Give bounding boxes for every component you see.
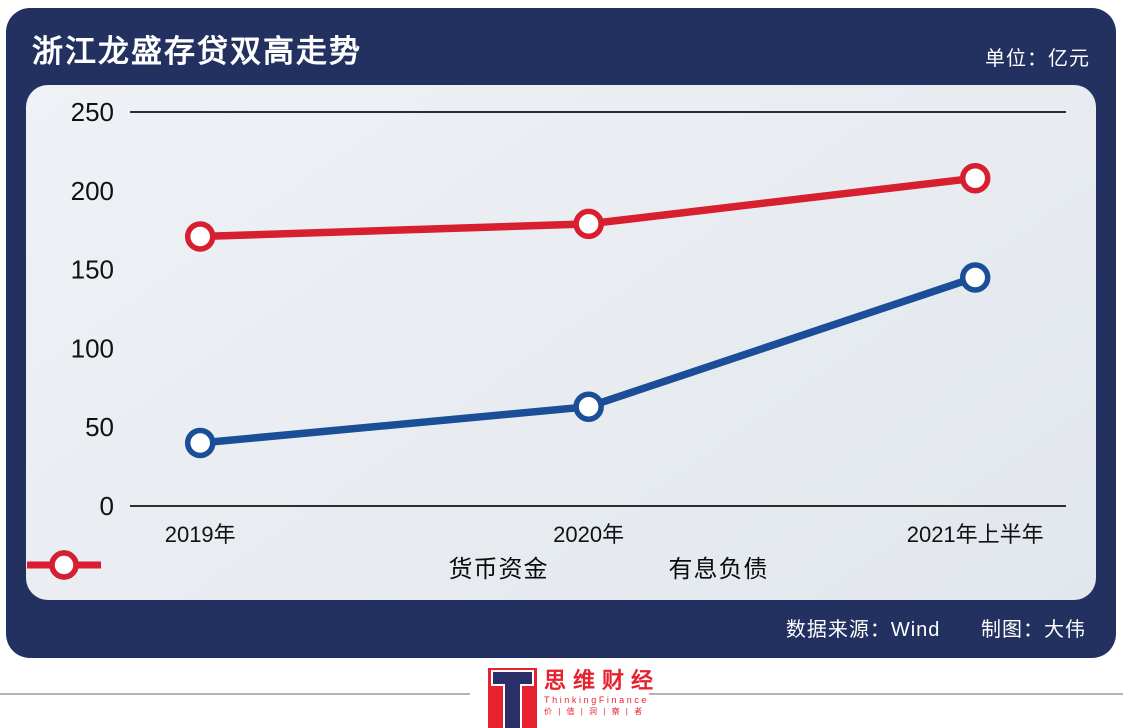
x-axis-label-0: 2019年 bbox=[165, 522, 236, 547]
data-source: 数据来源：Wind bbox=[785, 619, 941, 641]
page-title: 浙江龙盛存贷双高走势 bbox=[32, 34, 362, 69]
x-axis-label-2: 2021年上半年 bbox=[907, 522, 1044, 547]
footer-divider-right bbox=[649, 693, 1123, 695]
thinking-finance-logo: 思维财经 ThinkingFinance 价 | 值 | 洞 | 察 | 者 bbox=[488, 668, 660, 728]
brand-name-cn: 思维财经 bbox=[544, 668, 661, 693]
brand-name-en: ThinkingFinance bbox=[544, 695, 650, 705]
brand-footer: 思维财经 ThinkingFinance 价 | 值 | 洞 | 察 | 者 bbox=[0, 658, 1123, 728]
chart-card: 浙江龙盛存贷双高走势 单位：亿元 0 50 100 150 200 250 2019年 202… bbox=[6, 8, 1116, 658]
unit-label: 单位：亿元 bbox=[985, 48, 1090, 70]
legend-marker-debt-icon bbox=[27, 550, 101, 580]
y-tick-label-200: 200 bbox=[71, 176, 114, 206]
y-tick-label-50: 50 bbox=[85, 412, 114, 442]
brand-text-block: 思维财经 ThinkingFinance 价 | 值 | 洞 | 察 | 者 bbox=[544, 668, 660, 728]
series-0-point-2 bbox=[959, 262, 991, 293]
series-0-point-1 bbox=[573, 391, 604, 422]
footer-divider-left bbox=[0, 693, 470, 695]
legend-item-debt: 有息负债 bbox=[27, 549, 769, 584]
legend-label-cash: 货币资金 bbox=[448, 556, 549, 583]
chart-author: 制图：大伟 bbox=[981, 619, 1086, 641]
chart-panel: 0 50 100 150 200 250 2019年 2020年 2021年上半年 货币资金 有… bbox=[26, 85, 1096, 600]
t-logo-icon bbox=[488, 668, 537, 728]
y-tick-label-100: 100 bbox=[71, 333, 114, 363]
series-1-point-0 bbox=[184, 221, 216, 252]
y-tick-label-150: 150 bbox=[71, 255, 114, 285]
line-chart: 0 50 100 150 200 250 2019年 2020年 2021年上半年 bbox=[71, 97, 1066, 547]
source-row: 数据来源：Wind 制图：大伟 bbox=[752, 613, 1086, 642]
legend-item-cash: 货币资金 bbox=[27, 549, 549, 584]
y-tick-label-0: 0 bbox=[100, 491, 114, 521]
chart-legend: 货币资金 有息负债 bbox=[26, 549, 1096, 584]
brand-tagline: 价 | 值 | 洞 | 察 | 者 bbox=[544, 707, 645, 716]
series-0-point-0 bbox=[184, 427, 216, 459]
x-axis-label-1: 2020年 bbox=[553, 522, 624, 547]
series-1-point-1 bbox=[573, 208, 604, 240]
legend-label-debt: 有息负债 bbox=[668, 556, 769, 583]
series-1-point-2 bbox=[959, 162, 991, 194]
y-tick-label-250: 250 bbox=[71, 97, 114, 127]
